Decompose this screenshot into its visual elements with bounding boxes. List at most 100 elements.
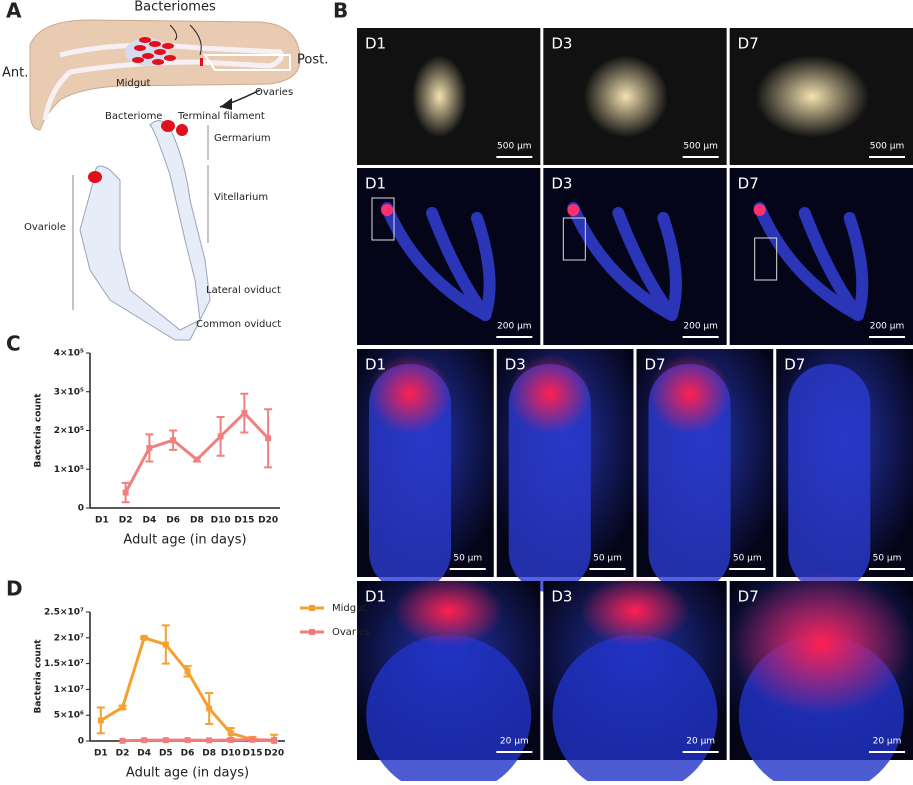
scale-label: 50 μm bbox=[873, 554, 902, 564]
legend-label: Ovaries bbox=[332, 627, 370, 638]
data-point bbox=[119, 737, 126, 744]
ovariole-tip bbox=[788, 364, 871, 592]
panel-label: A bbox=[6, 0, 22, 23]
bacteria bbox=[393, 576, 504, 646]
tile-label: D7 bbox=[738, 35, 759, 53]
series-line bbox=[122, 738, 275, 743]
ovariole bbox=[612, 207, 678, 321]
data-point bbox=[241, 410, 248, 417]
scale-label: 500 μm bbox=[870, 142, 905, 152]
diagram-label: Midgut bbox=[116, 78, 150, 89]
data-point bbox=[119, 704, 126, 711]
tile-label: D3 bbox=[551, 588, 572, 606]
tile-label: D7 bbox=[738, 175, 759, 193]
y-tick-label: 4×10⁵ bbox=[54, 349, 84, 359]
diagram-label: Bacteriomes bbox=[134, 0, 216, 15]
ovariole bbox=[753, 202, 864, 321]
diagram-label: Vitellarium bbox=[214, 192, 268, 203]
x-tick-label: D6 bbox=[181, 749, 195, 759]
scale-label: 200 μm bbox=[683, 322, 718, 332]
legend-marker bbox=[309, 629, 315, 635]
x-tick-label: D10 bbox=[211, 516, 231, 526]
data-point bbox=[141, 634, 148, 641]
bacteriome bbox=[753, 204, 766, 216]
data-point bbox=[162, 737, 169, 744]
data-point bbox=[184, 668, 191, 675]
x-tick-label: D2 bbox=[119, 516, 133, 526]
y-axis-title: Bacteria count bbox=[34, 393, 44, 468]
x-tick-label: D8 bbox=[202, 749, 216, 759]
scale-label: 200 μm bbox=[497, 322, 532, 332]
tissue bbox=[583, 55, 668, 138]
data-point bbox=[217, 433, 224, 440]
tile-label: D3 bbox=[505, 356, 526, 374]
tile-label: D3 bbox=[551, 35, 572, 53]
data-point bbox=[193, 456, 200, 463]
y-tick-label: 0 bbox=[78, 504, 84, 514]
ovariole bbox=[798, 207, 864, 321]
x-tick-label: D20 bbox=[258, 516, 278, 526]
bacteria bbox=[369, 354, 452, 434]
data-point bbox=[271, 737, 278, 744]
y-tick-label: 1.5×10⁷ bbox=[44, 659, 84, 669]
x-tick-label: D10 bbox=[221, 749, 241, 759]
data-point bbox=[141, 737, 148, 744]
x-tick-label: D4 bbox=[143, 516, 157, 526]
scale-label: 20 μm bbox=[500, 737, 529, 747]
y-tick-label: 1×10⁷ bbox=[54, 685, 84, 695]
scale-label: 50 μm bbox=[733, 554, 762, 564]
tile-label: D3 bbox=[551, 175, 572, 193]
data-point bbox=[122, 489, 129, 496]
tile-label: D1 bbox=[365, 175, 386, 193]
panel-label: B bbox=[333, 0, 348, 23]
diagram-label: Lateral oviduct bbox=[206, 285, 281, 296]
y-tick-label: 2.5×10⁷ bbox=[44, 608, 84, 618]
y-tick-label: 1×10⁵ bbox=[54, 465, 84, 475]
x-axis-title: Adult age (in days) bbox=[123, 533, 246, 548]
tile-label: D7 bbox=[784, 356, 805, 374]
x-tick-label: D1 bbox=[95, 516, 109, 526]
tile-label: D1 bbox=[365, 35, 386, 53]
scale-label: 20 μm bbox=[873, 737, 902, 747]
bacteria bbox=[580, 576, 690, 646]
scale-label: 500 μm bbox=[497, 142, 532, 152]
scale-label: 200 μm bbox=[870, 322, 905, 332]
scale-label: 50 μm bbox=[593, 554, 622, 564]
y-tick-label: 2×10⁵ bbox=[54, 426, 84, 436]
x-tick-label: D4 bbox=[137, 749, 151, 759]
x-tick-label: D15 bbox=[243, 749, 263, 759]
data-point bbox=[227, 737, 234, 744]
diagram-label: Ovaries bbox=[255, 87, 293, 98]
roi-box bbox=[371, 197, 395, 241]
x-tick-label: D20 bbox=[264, 749, 284, 759]
bacteriome bbox=[567, 204, 580, 216]
diagram-label: Bacteriome bbox=[105, 111, 162, 122]
legend-label: Midgut bbox=[332, 603, 366, 614]
roi-box bbox=[754, 237, 778, 281]
scale-label: 20 μm bbox=[686, 737, 715, 747]
x-tick-label: D6 bbox=[166, 516, 180, 526]
panel-label: C bbox=[6, 332, 21, 356]
bacteria bbox=[729, 572, 913, 716]
x-tick-label: D15 bbox=[234, 516, 254, 526]
series-line bbox=[124, 410, 270, 494]
bacteria bbox=[508, 354, 591, 434]
y-tick-label: 0 bbox=[78, 737, 84, 747]
y-tick-label: 2×10⁷ bbox=[54, 633, 84, 643]
diagram-label: Ant. bbox=[2, 66, 28, 81]
ovariole bbox=[657, 212, 682, 321]
scale-label: 500 μm bbox=[683, 142, 718, 152]
data-point bbox=[184, 737, 191, 744]
tissue bbox=[755, 55, 870, 138]
cells bbox=[366, 634, 532, 785]
roi-box bbox=[562, 217, 586, 261]
bacteriome bbox=[381, 204, 393, 216]
legend-marker bbox=[309, 605, 315, 611]
data-point bbox=[265, 435, 272, 442]
data-point bbox=[206, 737, 213, 744]
scale-label: 50 μm bbox=[453, 554, 482, 564]
ovariole bbox=[843, 212, 869, 321]
tissue bbox=[412, 55, 467, 138]
tile-label: D7 bbox=[645, 356, 666, 374]
